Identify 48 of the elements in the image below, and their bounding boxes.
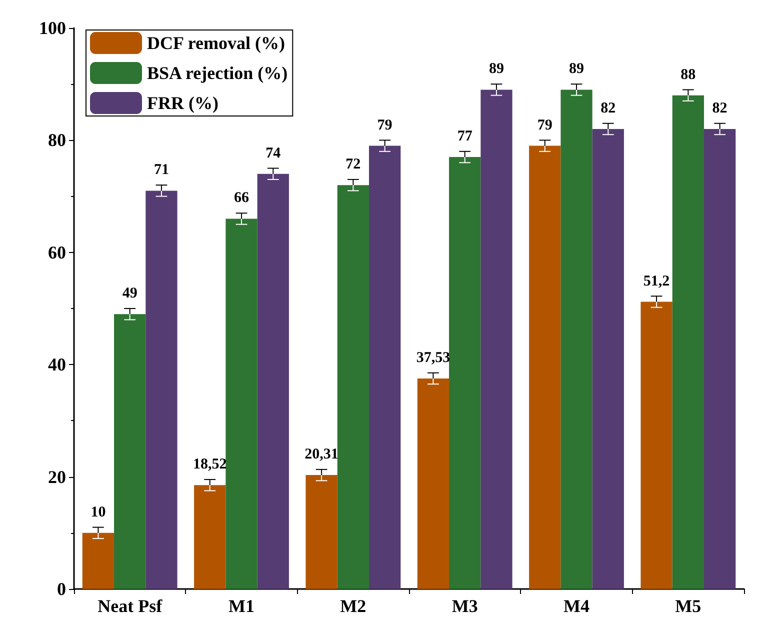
x-tick-label: M4 [564, 596, 590, 616]
bar [529, 146, 561, 589]
x-tick-label: M1 [228, 596, 254, 616]
bar [640, 302, 672, 589]
y-tick-label: 100 [39, 18, 66, 38]
bar [146, 190, 178, 589]
bar [337, 185, 369, 589]
legend-label: BSA rejection (%) [147, 63, 288, 83]
data-label: 51,2 [643, 273, 670, 290]
bar [449, 157, 481, 589]
bar [704, 128, 736, 589]
x-tick-label: M3 [452, 596, 478, 616]
x-tick-label: M2 [340, 596, 366, 616]
data-label: 74 [266, 145, 282, 162]
bar [560, 90, 592, 589]
y-tick-label: 80 [48, 130, 66, 150]
y-tick-label: 20 [48, 466, 66, 487]
y-tick-label: 60 [48, 242, 66, 262]
bar [306, 475, 338, 589]
bar [82, 532, 114, 589]
bar [592, 128, 624, 589]
bar [672, 95, 704, 589]
legend-label: FRR (%) [147, 93, 218, 113]
data-label: 71 [154, 162, 169, 178]
bar [368, 146, 401, 589]
legend-label: DCF removal (%) [147, 33, 285, 53]
data-label: 79 [537, 117, 552, 134]
bar [114, 314, 146, 589]
x-tick-label: M5 [675, 596, 702, 616]
y-tick-label: 40 [48, 354, 66, 375]
data-label: 49 [122, 286, 138, 302]
bar [417, 378, 450, 589]
data-label: 82 [712, 100, 728, 116]
data-label: 77 [457, 128, 473, 145]
data-label: 88 [680, 66, 696, 83]
y-tick-label: 0 [57, 579, 66, 599]
bar [226, 218, 258, 589]
data-label: 72 [346, 156, 361, 173]
data-label: 89 [569, 61, 584, 78]
data-label: 89 [488, 61, 504, 78]
data-label: 79 [377, 117, 392, 134]
data-label: 82 [600, 100, 616, 116]
bar [194, 485, 226, 589]
bar [257, 174, 289, 589]
x-tick-label: Neat Psf [98, 596, 164, 616]
data-label: 66 [234, 190, 250, 206]
bar [480, 90, 512, 589]
data-label: 10 [90, 504, 106, 520]
